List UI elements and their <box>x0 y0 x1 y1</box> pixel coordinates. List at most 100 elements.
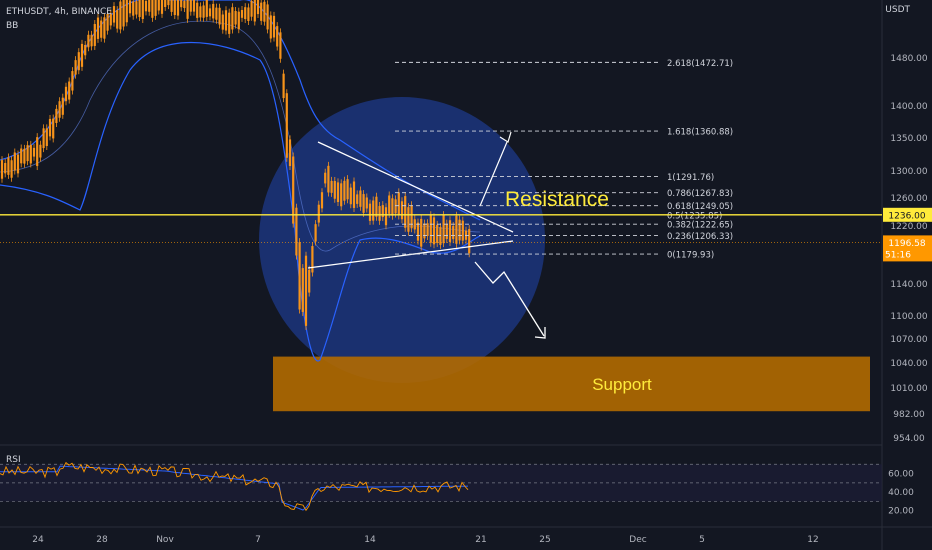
candle-body <box>346 179 349 200</box>
candle-body <box>404 196 407 228</box>
candle-body <box>282 73 285 99</box>
fib-level-label: 2.618(1472.71) <box>667 59 733 69</box>
price-tick-label: 954.00 <box>893 434 925 444</box>
price-tick-label: 1070.00 <box>890 335 927 345</box>
candle-body <box>231 7 234 30</box>
candle-body <box>340 183 343 207</box>
candle-body <box>192 0 196 12</box>
price-tick-label: 1480.00 <box>890 54 927 64</box>
candle-body <box>448 220 452 242</box>
candle-body <box>4 163 7 174</box>
time-tick-label: 5 <box>699 535 705 545</box>
candle-body <box>116 10 119 29</box>
candle-body <box>42 128 45 149</box>
breakdown-arrow <box>474 261 545 337</box>
candle-body <box>90 34 93 47</box>
candle-body <box>199 6 202 18</box>
candle-body <box>224 10 228 31</box>
candle-body <box>64 86 68 102</box>
candle-body <box>0 160 4 179</box>
candle-body <box>320 192 324 209</box>
fib-level-label: 0.382(1222.65) <box>667 221 733 231</box>
candle-body <box>375 196 378 217</box>
candle-body <box>32 147 36 157</box>
candle-body <box>186 0 189 19</box>
price-tick-label: 1260.00 <box>890 194 927 204</box>
candle-body <box>234 10 237 25</box>
candle-body <box>7 157 10 175</box>
candle-body <box>416 222 420 241</box>
candle-body <box>394 199 397 214</box>
candle-body <box>36 137 39 167</box>
candle-body <box>157 0 160 11</box>
candle-body <box>381 205 384 218</box>
price-tick-label: 1140.00 <box>890 280 927 290</box>
price-tick-label: 1300.00 <box>890 167 927 177</box>
candle-body <box>144 0 148 12</box>
resistance-price-tag <box>883 207 932 222</box>
candle-body <box>378 206 381 221</box>
candle-body <box>112 6 116 23</box>
candle-body <box>183 0 186 9</box>
candle-body <box>103 17 106 39</box>
candle-body <box>135 1 138 15</box>
candle-body <box>400 201 404 220</box>
candle-body <box>343 180 346 201</box>
rsi-tick-label: 40.00 <box>888 488 914 498</box>
triangle-upper-line <box>317 141 514 233</box>
candle-body <box>45 128 48 147</box>
price-tick-label: 1010.00 <box>890 384 927 394</box>
candle-body <box>141 0 144 20</box>
candle-body <box>391 198 394 216</box>
candle-body <box>458 219 461 241</box>
fib-level-label: 0.786(1267.83) <box>667 189 733 199</box>
candle-body <box>362 194 365 213</box>
candle-body <box>125 0 128 23</box>
rsi-line <box>0 461 469 512</box>
resistance-label: Resistance <box>505 188 609 211</box>
candle-body <box>221 14 224 30</box>
candle-body <box>301 268 304 312</box>
candle-body <box>84 44 87 56</box>
rsi-tick-label: 60.00 <box>888 470 914 480</box>
candle-body <box>352 181 356 208</box>
candle-body <box>39 144 42 158</box>
candle-body <box>349 187 352 205</box>
candle-body <box>468 229 471 254</box>
candle-body <box>292 156 295 224</box>
currency-label: USDT <box>885 5 910 15</box>
candle-body <box>80 43 84 67</box>
candle-body <box>420 218 423 247</box>
candle-body <box>445 223 448 240</box>
candle-body <box>260 2 263 21</box>
candle-body <box>100 20 103 38</box>
candle-body <box>58 101 61 118</box>
candle-body <box>109 13 112 26</box>
candle-body <box>384 207 388 226</box>
time-tick-label: 12 <box>807 535 818 545</box>
candle-body <box>288 139 292 167</box>
candle-body <box>426 223 429 236</box>
time-tick-label: 25 <box>539 535 550 545</box>
candle-body <box>336 182 340 203</box>
candle-body <box>308 269 311 293</box>
time-tick-label: 28 <box>96 535 108 545</box>
candle-body <box>407 207 410 232</box>
candle-body <box>173 0 176 16</box>
bollinger-label: BB <box>6 21 19 31</box>
candle-body <box>208 8 212 17</box>
candle-body <box>128 0 132 14</box>
candle-body <box>250 0 253 17</box>
candle-body <box>244 7 247 20</box>
candle-body <box>247 7 250 22</box>
fib-level-label: 0.5(1235.85) <box>667 211 722 221</box>
candle-body <box>180 0 183 8</box>
candle-body <box>333 180 336 199</box>
breakout-up-arrow <box>479 141 508 207</box>
candle-body <box>253 0 256 22</box>
candle-body <box>20 148 23 164</box>
candle-body <box>269 15 272 39</box>
time-tick-label: Nov <box>156 535 174 545</box>
candle-body <box>436 224 439 243</box>
